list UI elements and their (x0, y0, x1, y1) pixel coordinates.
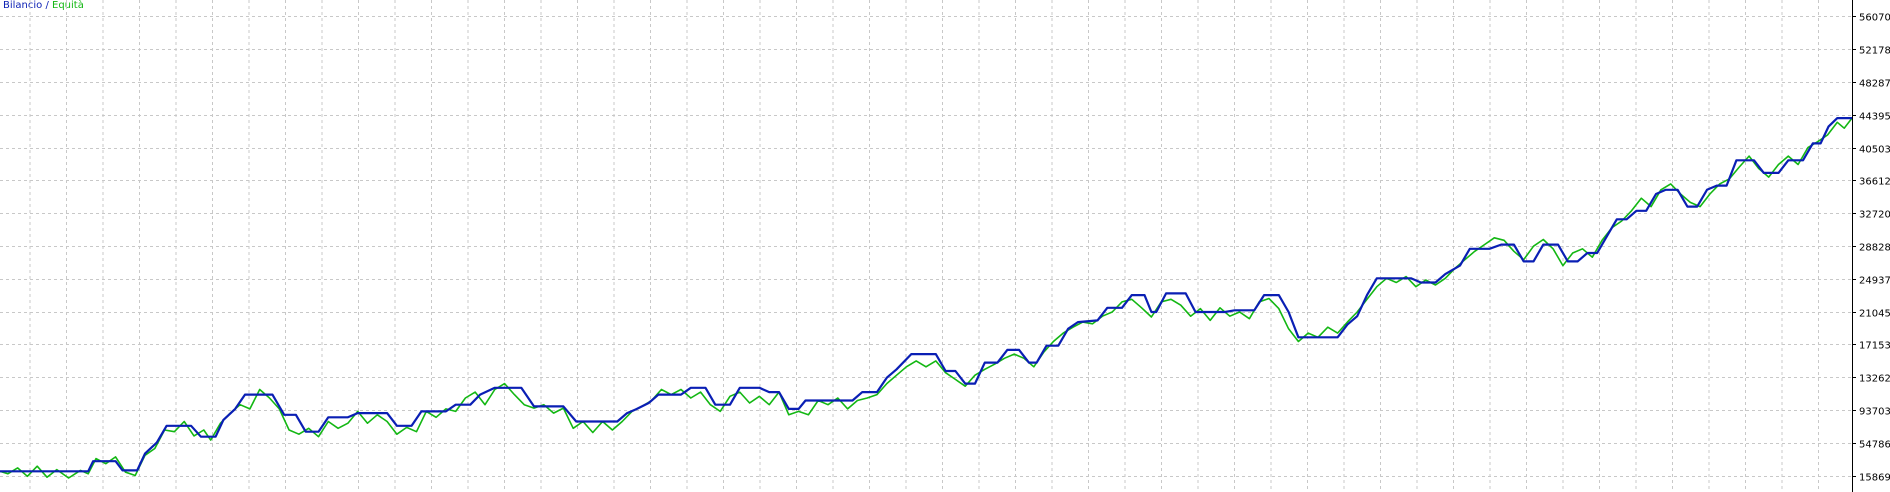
legend-equity-label: Equità (52, 0, 84, 11)
y-tick-label: 171537 (1859, 341, 1890, 352)
y-tick-label: 327205 (1859, 210, 1890, 221)
y-tick-label: 443955 (1859, 112, 1890, 123)
y-tick-label: 210454 (1859, 309, 1890, 320)
y-tick-label: 405038 (1859, 145, 1890, 156)
series-line-balance (0, 117, 1852, 473)
y-tick-label: 521789 (1859, 46, 1890, 57)
y-tick-label: 93703 (1859, 407, 1890, 418)
y-tick-label: 560706 (1859, 13, 1890, 24)
series-line-equity (0, 117, 1853, 479)
y-tick-label: 288288 (1859, 243, 1890, 254)
legend-balance-label: Bilancio (3, 0, 43, 11)
chart-legend: Bilancio / Equità (3, 0, 84, 12)
y-tick-label: 366122 (1859, 177, 1890, 188)
y-tick-label: 54786 (1859, 440, 1890, 451)
y-tick-label: 249371 (1859, 276, 1890, 287)
y-tick-label: 132620 (1859, 374, 1890, 385)
legend-separator: / (42, 0, 53, 11)
y-axis: 560706 521789 482872 443955 405038 366122 3272… (1852, 0, 1890, 492)
y-tick-label: 15869 (1859, 473, 1890, 484)
series-layer (0, 117, 1853, 479)
grid-layer (0, 0, 1852, 492)
y-tick-label: 482872 (1859, 79, 1890, 90)
